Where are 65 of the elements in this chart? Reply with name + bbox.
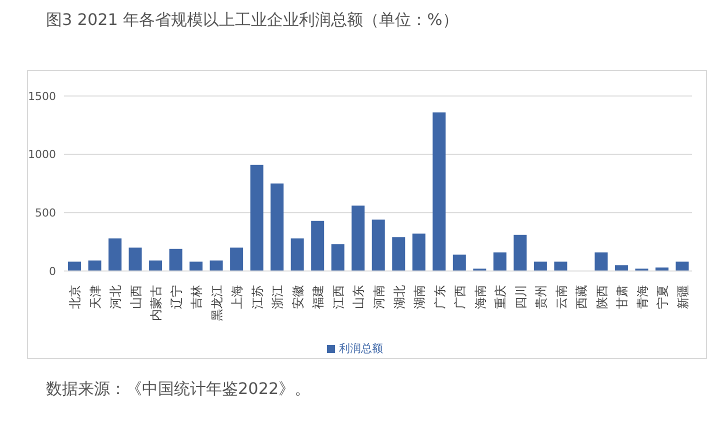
bar (88, 260, 102, 271)
bar (392, 237, 406, 271)
x-tick-label: 山东 (352, 285, 366, 309)
x-tick-label: 云南 (554, 285, 568, 309)
x-tick-label: 新疆 (676, 285, 690, 309)
bar (412, 234, 426, 271)
x-tick-label: 湖南 (412, 285, 427, 309)
bar (452, 254, 466, 271)
x-tick-label: 北京 (68, 285, 82, 309)
x-tick-label: 西藏 (574, 285, 589, 309)
x-tick-label: 河南 (372, 285, 386, 309)
bar (210, 260, 223, 271)
bar (230, 248, 244, 271)
x-tick-label: 海南 (473, 285, 488, 309)
x-tick-label: 陕西 (594, 285, 609, 309)
x-tick-label: 四川 (514, 285, 528, 309)
source-note: 数据来源：《中国统计年鉴2022》。 (45, 378, 312, 400)
x-tick-label: 广东 (432, 285, 447, 309)
x-tick-label: 黑龙江 (210, 285, 224, 321)
bar (352, 206, 365, 271)
bar (331, 244, 344, 271)
y-tick-label: 500 (35, 206, 56, 220)
bar (290, 238, 304, 271)
bar (432, 112, 446, 271)
legend-label: 利润总额 (339, 342, 383, 355)
chart-title: 图3 2021 年各省规模以上工业企业利润总额（单位：%） (45, 9, 460, 31)
x-tick-label: 河北 (108, 285, 123, 309)
x-tick-label: 辽宁 (169, 285, 184, 309)
x-tick-label: 青海 (635, 285, 650, 309)
bar (372, 220, 385, 271)
x-tick-label: 浙江 (270, 285, 285, 309)
x-tick-label: 宁夏 (656, 285, 670, 309)
x-tick-label: 湖北 (392, 285, 406, 309)
bar (514, 234, 527, 271)
bar (68, 262, 81, 271)
bar (250, 164, 264, 271)
bar (270, 184, 284, 271)
y-tick-label: 1500 (28, 90, 56, 103)
bar (554, 262, 568, 271)
x-tick-label: 内蒙古 (149, 285, 164, 321)
x-tick-label: 上海 (230, 285, 244, 309)
x-tick-label: 安徽 (290, 285, 305, 309)
x-tick-label: 天津 (88, 285, 102, 309)
x-tick-label: 重庆 (494, 285, 508, 309)
x-tick-label: 山西 (128, 285, 143, 309)
x-tick-label: 甘肃 (615, 285, 630, 309)
y-tick-label: 0 (49, 264, 56, 278)
bar (594, 252, 608, 271)
x-tick-label: 吉林 (190, 285, 204, 309)
bar (169, 248, 182, 271)
bar (190, 262, 203, 271)
bar (128, 248, 142, 271)
bar (149, 260, 162, 271)
bar (493, 252, 506, 271)
x-tick-label: 江苏 (250, 285, 264, 309)
x-tick-label: 江西 (331, 285, 346, 309)
bar (108, 238, 122, 271)
x-tick-label: 福建 (311, 285, 326, 309)
bar (676, 262, 689, 271)
bar (614, 265, 628, 271)
x-tick-label: 贵州 (534, 285, 548, 309)
x-tick-label: 广西 (453, 285, 468, 309)
bar (534, 262, 547, 271)
bar (311, 220, 324, 271)
y-tick-label: 1000 (28, 148, 56, 162)
